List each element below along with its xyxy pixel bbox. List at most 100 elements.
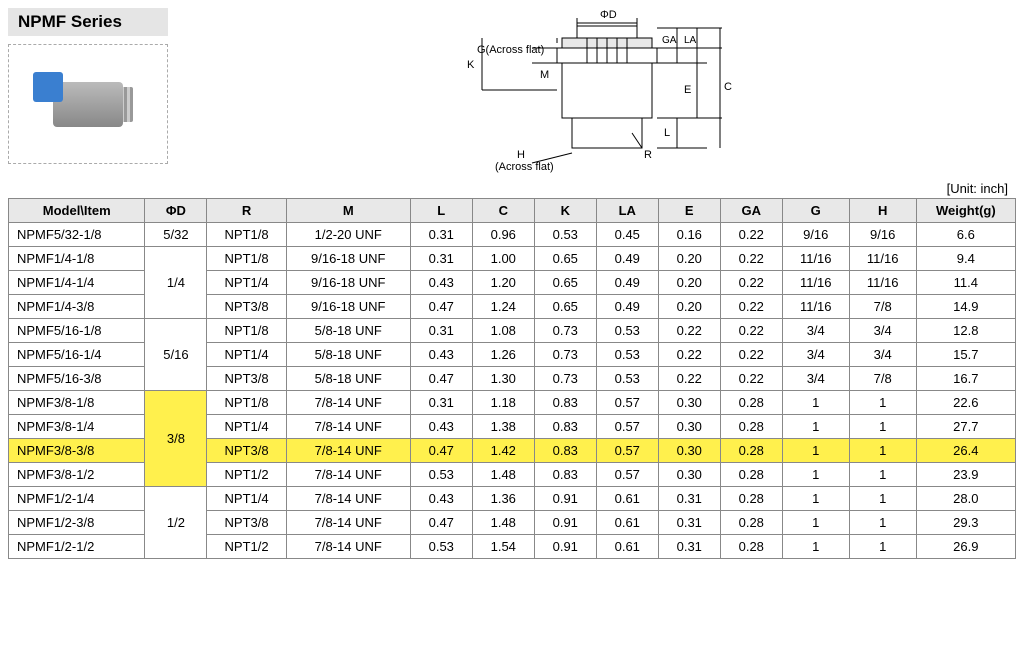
cell-model: NPMF1/4-3/8: [9, 295, 145, 319]
spec-table: Model\ItemΦDRMLCKLAEGAGHWeight(g) NPMF5/…: [8, 198, 1016, 559]
cell-value: 0.53: [534, 223, 596, 247]
cell-value: 1.30: [472, 367, 534, 391]
cell-value: 0.22: [720, 367, 782, 391]
cell-value: 0.91: [534, 487, 596, 511]
table-row: NPMF5/16-1/85/16NPT1/85/8-18 UNF0.311.08…: [9, 319, 1016, 343]
cell-value: 7/8-14 UNF: [286, 439, 410, 463]
cell-value: 7/8-14 UNF: [286, 487, 410, 511]
cell-value: 0.31: [658, 511, 720, 535]
cell-value: 12.8: [916, 319, 1015, 343]
cell-value: NPT1/2: [207, 535, 286, 559]
cell-value: 0.43: [410, 343, 472, 367]
cell-value: 1.18: [472, 391, 534, 415]
diagram-label-m: M: [540, 69, 549, 81]
col-header: E: [658, 199, 720, 223]
cell-value: 0.65: [534, 271, 596, 295]
cell-value: 3/4: [849, 319, 916, 343]
diagram-label-ga: GA: [662, 35, 677, 46]
cell-value: 0.53: [596, 343, 658, 367]
cell-value: 1: [782, 391, 849, 415]
col-header: H: [849, 199, 916, 223]
cell-value: 0.28: [720, 391, 782, 415]
diagram-label-k: K: [467, 59, 475, 71]
cell-value: 1.48: [472, 511, 534, 535]
cell-model: NPMF3/8-1/2: [9, 463, 145, 487]
cell-value: 9.4: [916, 247, 1015, 271]
cell-value: 0.22: [658, 343, 720, 367]
cell-value: 0.28: [720, 415, 782, 439]
col-header: R: [207, 199, 286, 223]
cell-value: 0.53: [410, 463, 472, 487]
cell-value: 9/16-18 UNF: [286, 247, 410, 271]
cell-value: 0.73: [534, 367, 596, 391]
cell-value: 1: [782, 487, 849, 511]
cell-value: NPT3/8: [207, 511, 286, 535]
cell-value: 0.49: [596, 295, 658, 319]
cell-value: 1.38: [472, 415, 534, 439]
cell-value: 0.22: [658, 319, 720, 343]
cell-value: 0.47: [410, 439, 472, 463]
cell-value: 0.47: [410, 295, 472, 319]
cell-value: 0.31: [410, 391, 472, 415]
cell-value: 0.22: [720, 247, 782, 271]
cell-value: 26.4: [916, 439, 1015, 463]
cell-value: 1: [782, 415, 849, 439]
cell-value: 0.43: [410, 487, 472, 511]
product-image: [33, 62, 143, 147]
cell-value: 1.36: [472, 487, 534, 511]
cell-value: 7/8-14 UNF: [286, 391, 410, 415]
cell-value: 26.9: [916, 535, 1015, 559]
cell-value: 11/16: [782, 247, 849, 271]
cell-value: 0.91: [534, 535, 596, 559]
cell-value: 1.00: [472, 247, 534, 271]
cell-value: 0.83: [534, 463, 596, 487]
cell-value: 0.96: [472, 223, 534, 247]
table-row: NPMF1/4-1/81/4NPT1/89/16-18 UNF0.311.000…: [9, 247, 1016, 271]
cell-value: 0.31: [410, 319, 472, 343]
unit-label: [Unit: inch]: [8, 181, 1016, 196]
diagram-label-g: G(Across flat): [477, 44, 544, 56]
col-header: LA: [596, 199, 658, 223]
diagram-label-r: R: [644, 149, 652, 161]
diagram-label-phid: ΦD: [600, 9, 617, 21]
cell-value: 5/8-18 UNF: [286, 367, 410, 391]
cell-value: 0.43: [410, 271, 472, 295]
cell-value: 16.7: [916, 367, 1015, 391]
cell-value: 11/16: [782, 295, 849, 319]
table-row: NPMF3/8-1/83/8NPT1/87/8-14 UNF0.311.180.…: [9, 391, 1016, 415]
cell-value: 0.61: [596, 511, 658, 535]
cell-value: 0.28: [720, 535, 782, 559]
cell-value: 9/16-18 UNF: [286, 295, 410, 319]
cell-model: NPMF5/16-3/8: [9, 367, 145, 391]
diagram-label-h2: (Across flat): [495, 161, 554, 173]
cell-value: 0.28: [720, 511, 782, 535]
cell-model: NPMF5/32-1/8: [9, 223, 145, 247]
cell-value: 1: [849, 487, 916, 511]
cell-value: NPT1/8: [207, 391, 286, 415]
cell-value: 7/8-14 UNF: [286, 415, 410, 439]
cell-value: NPT1/4: [207, 271, 286, 295]
cell-value: 0.16: [658, 223, 720, 247]
table-row: NPMF1/2-1/41/2NPT1/47/8-14 UNF0.431.360.…: [9, 487, 1016, 511]
diagram-label-la: LA: [684, 35, 697, 46]
cell-value: NPT1/4: [207, 343, 286, 367]
cell-value: 3/4: [782, 319, 849, 343]
cell-value: 0.43: [410, 415, 472, 439]
cell-value: 27.7: [916, 415, 1015, 439]
series-title: NPMF Series: [8, 8, 168, 36]
cell-model: NPMF1/4-1/4: [9, 271, 145, 295]
col-header: ΦD: [145, 199, 207, 223]
cell-value: 0.47: [410, 511, 472, 535]
dimension-diagram: ΦD G(Across flat) K M GA LA E L C R H (A…: [188, 8, 1016, 173]
cell-value: 1: [849, 439, 916, 463]
cell-value: 0.31: [658, 535, 720, 559]
cell-value: 0.83: [534, 439, 596, 463]
cell-value: 11/16: [849, 247, 916, 271]
cell-value: 3/4: [849, 343, 916, 367]
cell-value: 1: [782, 511, 849, 535]
cell-value: 6.6: [916, 223, 1015, 247]
cell-value: 1.24: [472, 295, 534, 319]
cell-value: 11.4: [916, 271, 1015, 295]
cell-value: 0.28: [720, 439, 782, 463]
cell-value: 1: [849, 415, 916, 439]
